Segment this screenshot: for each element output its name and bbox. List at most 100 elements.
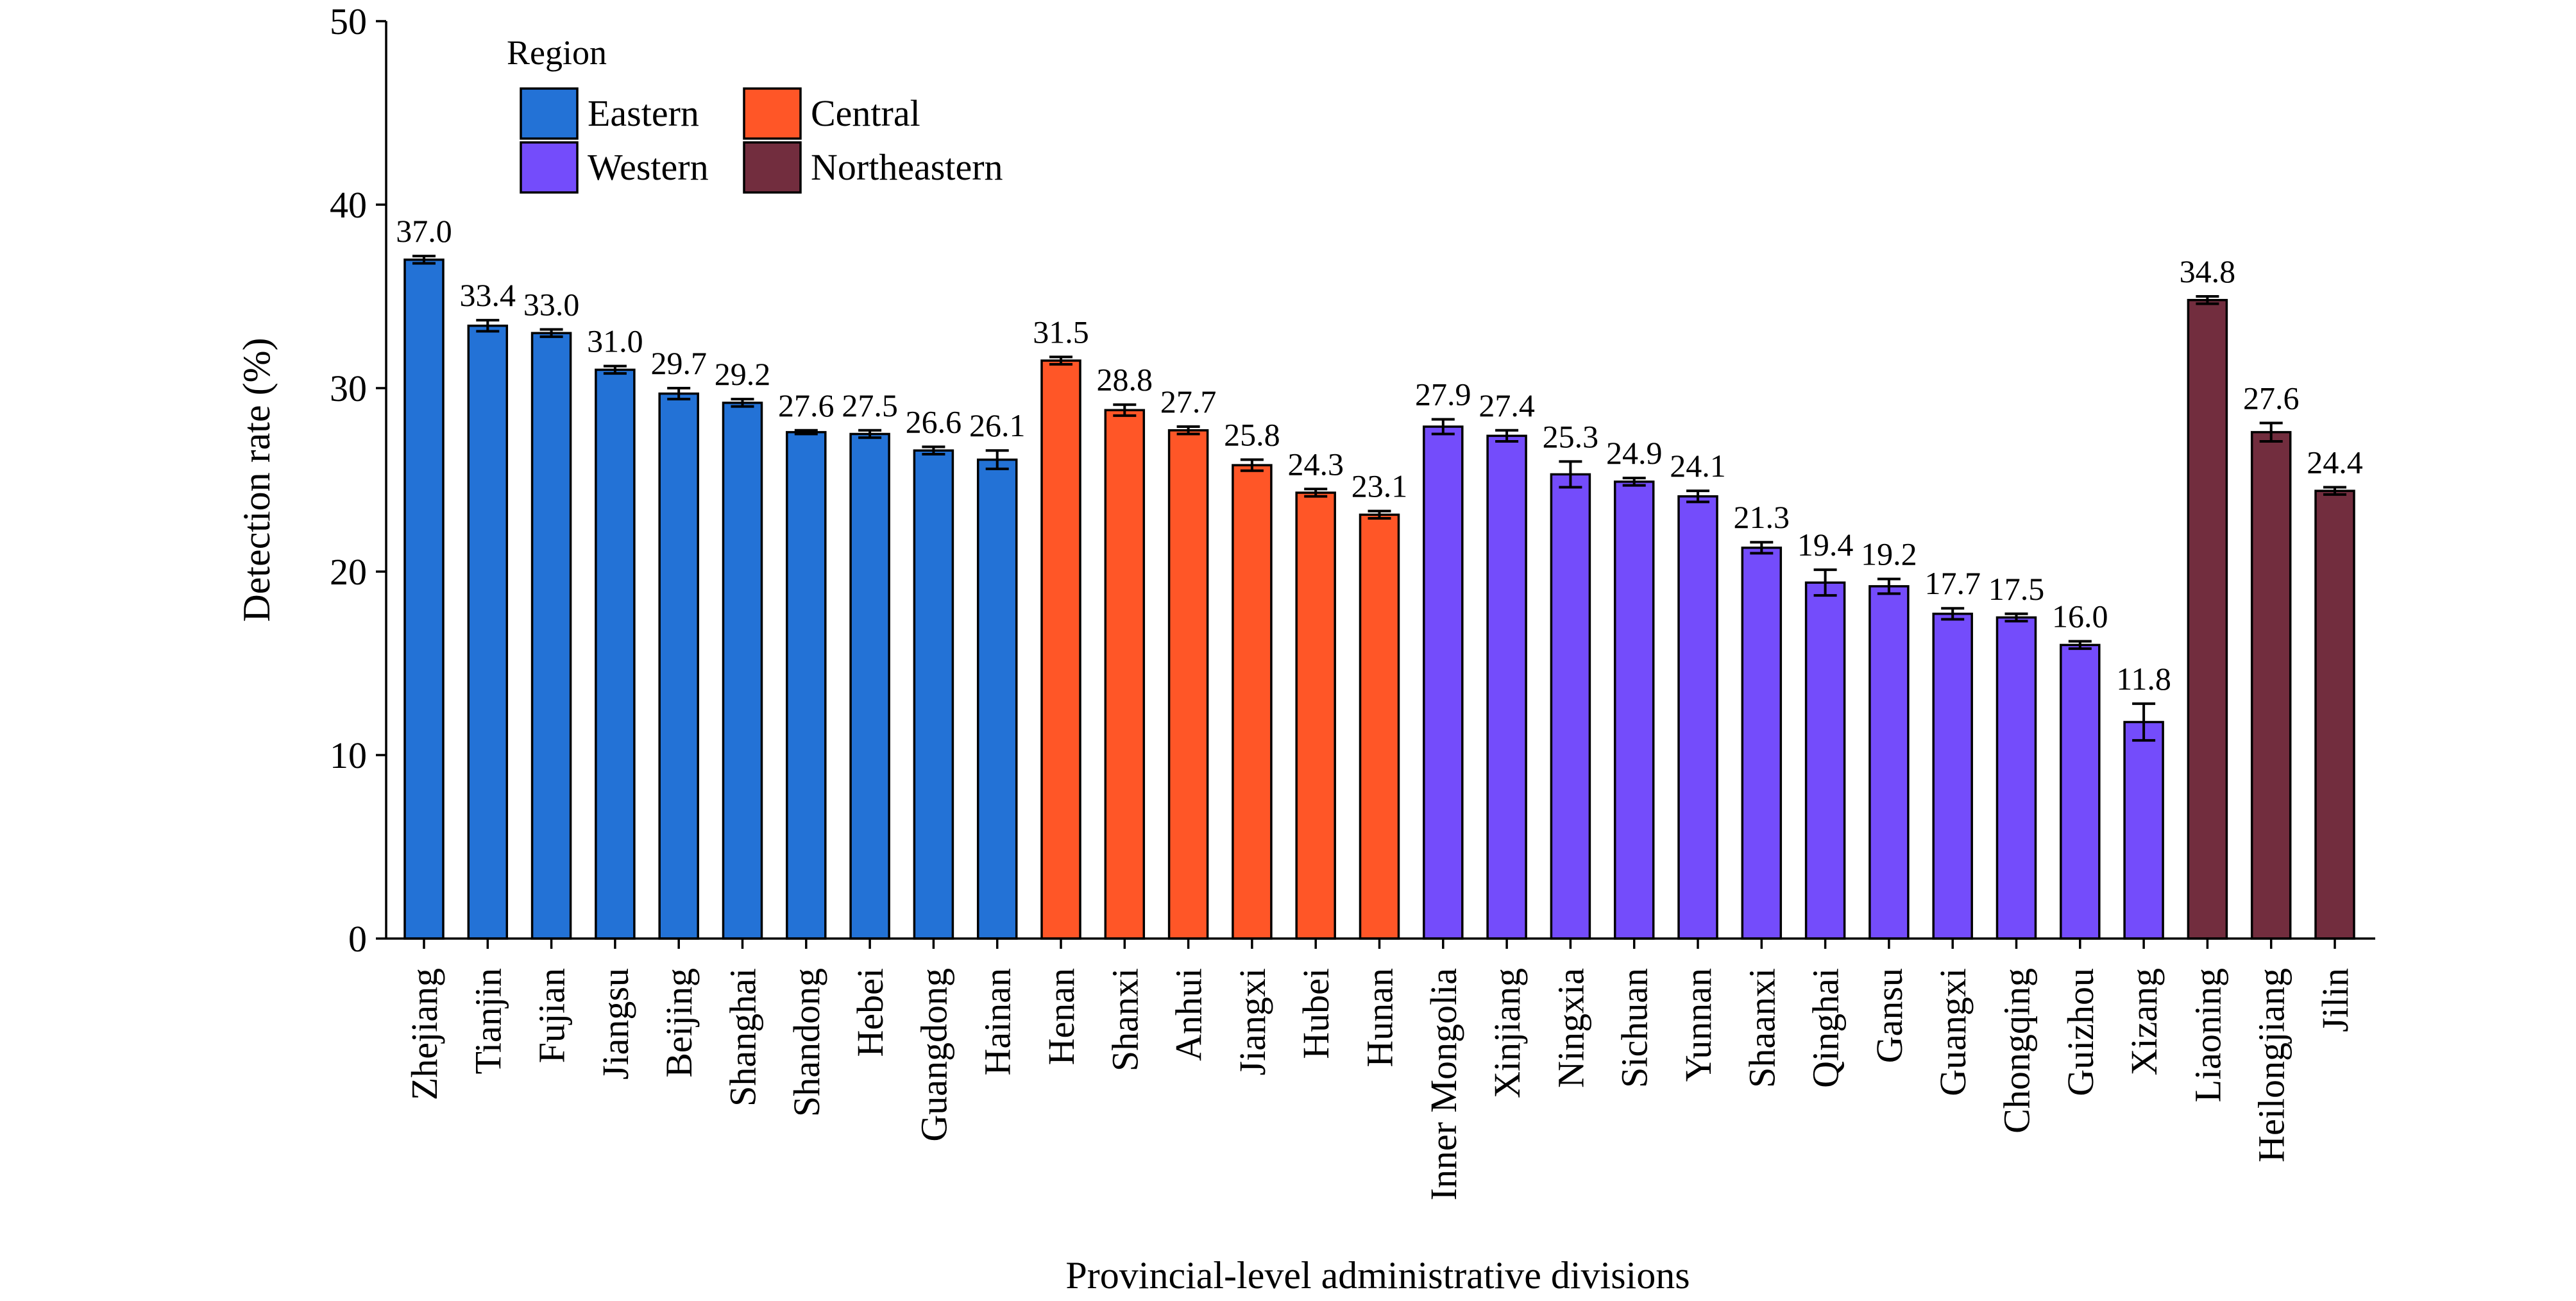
x-tick-label: Shaanxi xyxy=(1741,968,1783,1088)
bar-hainan xyxy=(976,458,1018,940)
value-label: 27.6 xyxy=(778,387,835,423)
value-label: 33.0 xyxy=(523,286,580,322)
legend-title: Region xyxy=(507,33,607,72)
value-label: 21.3 xyxy=(1734,499,1790,535)
error-bar-shanghai xyxy=(731,398,754,408)
y-tick-label: 0 xyxy=(348,918,367,960)
bar-fujian xyxy=(530,332,572,940)
error-bar-shanxi xyxy=(1113,403,1137,417)
bar-xizang xyxy=(2123,720,2164,940)
value-label: 29.7 xyxy=(650,345,707,381)
x-tick-label: Tianjin xyxy=(467,968,509,1074)
bar-heilongjiang xyxy=(2250,430,2292,940)
value-label: 19.2 xyxy=(1861,536,1917,572)
error-bar-ningxia xyxy=(1559,460,1582,489)
x-tick-label: Qinghai xyxy=(1805,968,1847,1088)
error-bar-gansu xyxy=(1877,577,1901,595)
value-label: 28.8 xyxy=(1097,362,1153,398)
error-bar-heilongjiang xyxy=(2259,421,2283,443)
value-labels-layer: 37.033.4 33.031.029.7 29.227.6 27.5 26.6 26.1… xyxy=(396,213,2363,697)
value-label: 26.6 xyxy=(906,404,962,440)
value-label: 27.9 xyxy=(1415,377,1471,412)
bar-hubei xyxy=(1295,491,1336,940)
y-axis-title: Detection rate (%) xyxy=(235,337,278,622)
value-label: 27.4 xyxy=(1479,387,1535,423)
error-bar-inner-mongolia xyxy=(1431,418,1455,436)
error-bar-hunan xyxy=(1368,509,1391,520)
x-tick-label: Jiangxi xyxy=(1232,968,1273,1076)
bar-yunnan xyxy=(1677,495,1718,940)
value-label: 17.5 xyxy=(1988,571,2045,607)
value-label: 33.4 xyxy=(460,277,516,313)
error-bar-chongqing xyxy=(2004,612,2028,623)
legend-label-western: Western xyxy=(588,146,709,188)
error-bar-tianjin xyxy=(476,319,500,333)
error-bar-yunnan xyxy=(1686,489,1709,504)
value-label: 11.8 xyxy=(2116,661,2171,697)
bar-anhui xyxy=(1167,429,1209,940)
error-bar-guangdong xyxy=(922,445,945,455)
error-bar-xinjiang xyxy=(1495,429,1519,443)
error-bars-layer xyxy=(412,255,2346,742)
value-label: 19.4 xyxy=(1797,527,1854,563)
value-label: 31.5 xyxy=(1033,314,1089,350)
error-bar-hubei xyxy=(1304,488,1328,498)
bar-ningxia xyxy=(1550,473,1591,940)
value-label: 27.7 xyxy=(1160,384,1217,420)
x-tick-label: Hebei xyxy=(849,968,891,1057)
bar-jiangsu xyxy=(595,368,636,940)
bars-layer xyxy=(403,259,2355,940)
error-bar-henan xyxy=(1049,355,1072,366)
bar-jiangxi xyxy=(1232,464,1273,940)
x-tick-label: Zhejiang xyxy=(403,968,445,1100)
bar-liaoning xyxy=(2187,298,2228,940)
x-tick-label: Hainan xyxy=(977,968,1019,1076)
legend-swatch-eastern xyxy=(520,87,579,140)
x-tick-label: Heilongjiang xyxy=(2251,968,2292,1162)
bar-gansu xyxy=(1868,585,1910,940)
bar-henan xyxy=(1040,359,1081,940)
error-bar-jilin xyxy=(2323,486,2346,496)
x-tick-label: Gansu xyxy=(1868,968,1910,1063)
x-tick-label: Jilin xyxy=(2314,968,2356,1032)
legend-label-eastern: Eastern xyxy=(588,92,699,134)
error-bar-beijing xyxy=(667,387,691,401)
y-tick-label: 40 xyxy=(330,184,367,226)
error-bar-shaanxi xyxy=(1750,541,1774,555)
x-tick-label: Beijing xyxy=(658,968,700,1078)
value-label: 26.1 xyxy=(969,407,1026,443)
value-label: 27.6 xyxy=(2243,380,2300,416)
error-bar-jiangxi xyxy=(1240,458,1264,472)
value-label: 17.7 xyxy=(1924,565,1981,601)
error-bar-jiangsu xyxy=(603,364,627,375)
x-tick-label: Yunnan xyxy=(1677,968,1719,1082)
bar-sichuan xyxy=(1613,480,1655,940)
legend-swatch-western xyxy=(520,141,579,194)
value-label: 25.8 xyxy=(1224,417,1280,453)
bar-guizhou xyxy=(2060,643,2101,940)
legend-label-northeastern: Northeastern xyxy=(811,146,1003,188)
bar-qinghai xyxy=(1804,581,1846,940)
x-axis-title: Provincial-level administrative division… xyxy=(1065,1254,1690,1297)
value-label: 24.3 xyxy=(1287,446,1344,482)
x-tick-label: Hubei xyxy=(1295,968,1337,1059)
y-tick-label: 50 xyxy=(330,1,367,42)
x-tick-label: Guangdong xyxy=(913,968,954,1142)
x-tick-label: Hunan xyxy=(1359,968,1401,1067)
value-label: 27.5 xyxy=(842,387,898,423)
x-tick-label: Xizang xyxy=(2123,968,2165,1076)
error-bar-sichuan xyxy=(1622,477,1646,487)
bar-beijing xyxy=(658,392,699,940)
axes-layer xyxy=(385,21,2375,940)
y-tick-label: 10 xyxy=(330,735,367,776)
bar-jilin xyxy=(2314,489,2355,940)
error-bar-anhui xyxy=(1176,425,1200,436)
error-bar-guizhou xyxy=(2068,640,2092,650)
x-tick-label: Chongqing xyxy=(1996,968,2038,1134)
x-tick-label: Guizhou xyxy=(2060,968,2101,1096)
y-tick-label: 30 xyxy=(330,368,367,409)
x-tick-label: Fujian xyxy=(531,968,573,1063)
value-label: 29.2 xyxy=(715,356,771,392)
x-tick-label: Sichuan xyxy=(1614,968,1656,1088)
value-label: 24.4 xyxy=(2307,444,2363,480)
